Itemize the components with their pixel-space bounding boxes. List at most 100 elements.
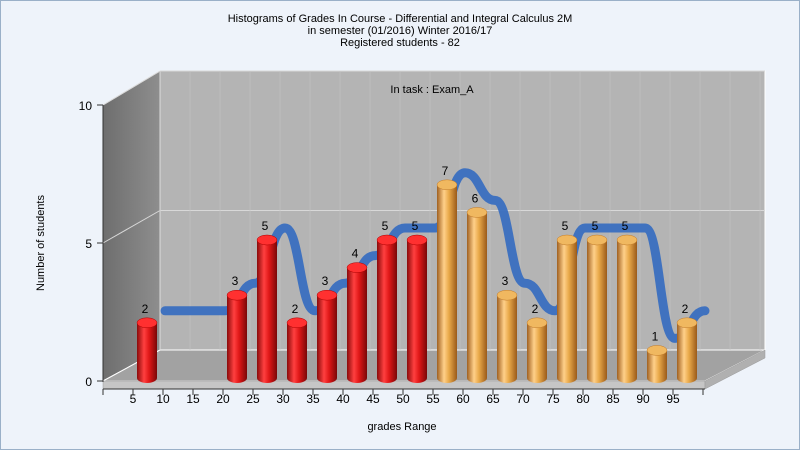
x-tick-label: 40 [336, 392, 350, 406]
bar-value-label: 2 [682, 302, 689, 316]
y-axis-label: Number of students [35, 195, 47, 291]
bar-value-label: 2 [532, 302, 539, 316]
bar-body [437, 184, 457, 383]
bar-cap [646, 345, 668, 356]
bar-40: 4 [346, 247, 368, 383]
bar-body [497, 295, 517, 383]
bar-value-label: 5 [412, 219, 419, 233]
x-tick-label: 45 [366, 392, 380, 406]
x-tick-label: 10 [156, 392, 170, 406]
chart-subtitle-2: Registered students - 82 [340, 37, 460, 49]
y-tick-label: 0 [85, 375, 92, 389]
x-axis-label: grades Range [367, 421, 436, 433]
task-annotation: In task : Exam_A [390, 84, 474, 96]
bar-cap [676, 317, 698, 329]
bar-value-label: 3 [322, 274, 329, 288]
bar-70: 2 [526, 302, 548, 383]
x-tick-label: 35 [306, 392, 320, 406]
bar-body [677, 322, 697, 383]
x-tick-label: 75 [546, 392, 560, 406]
bar-55: 7 [436, 164, 458, 383]
gridline-wall-10 [102, 70, 161, 106]
bar-95: 2 [676, 302, 698, 383]
x-tick-label: 25 [246, 392, 260, 406]
bar-50: 5 [406, 219, 428, 383]
bar-value-label: 5 [562, 219, 569, 233]
bar-cap [556, 234, 578, 246]
bar-cap [496, 289, 518, 301]
bar-cap [136, 317, 158, 329]
bar-20: 3 [226, 274, 248, 383]
bar-value-label: 6 [472, 191, 479, 205]
bar-body [317, 295, 337, 383]
x-tick-label: 15 [186, 392, 200, 406]
bar-cap [526, 317, 548, 329]
bar-value-label: 5 [382, 219, 389, 233]
bar-90: 1 [646, 329, 668, 383]
bar-5: 2 [136, 302, 158, 383]
x-tick-label: 50 [396, 392, 410, 406]
bar-cap [586, 234, 608, 246]
bar-cap [376, 234, 398, 246]
bar-body [467, 212, 487, 383]
bar-value-label: 2 [142, 302, 149, 316]
chart-title: Histograms of Grades In Course - Differe… [227, 13, 573, 25]
floor-edge [102, 380, 706, 390]
bar-body [347, 267, 367, 383]
gridlines [102, 70, 765, 350]
bar-cap [316, 289, 338, 301]
bar-value-label: 3 [502, 274, 509, 288]
bar-value-label: 5 [592, 219, 599, 233]
bar-30: 2 [286, 302, 308, 383]
bar-85: 5 [616, 219, 638, 383]
bar-value-label: 7 [442, 164, 449, 178]
chart-subtitle: in semester (01/2016) Winter 2016/17 [307, 25, 493, 37]
bar-body [617, 240, 637, 383]
x-tick-label: 30 [276, 392, 290, 406]
x-tick-label: 85 [606, 392, 620, 406]
bars: 2 3 5 2 3 4 5 5 7 6 3 2 5 5 5 1 2 [136, 164, 698, 383]
x-tick-label: 80 [576, 392, 590, 406]
bar-body [377, 240, 397, 383]
bar-body [257, 240, 277, 383]
bar-body [137, 322, 157, 383]
bar-cap [256, 234, 278, 246]
bar-body [287, 322, 307, 383]
bar-45: 5 [376, 219, 398, 383]
bar-cap [436, 179, 458, 191]
bar-cap [466, 207, 488, 218]
bar-cap [286, 317, 308, 329]
bar-80: 5 [586, 219, 608, 383]
bar-body [647, 350, 667, 383]
bar-cap [616, 234, 638, 246]
bar-cap [346, 262, 368, 273]
x-tick-label: 55 [426, 392, 440, 406]
y-axis: 0 5 10 [79, 99, 103, 389]
bar-body [407, 240, 427, 383]
bar-body [227, 295, 247, 383]
x-tick-label: 65 [486, 392, 500, 406]
bar-body [557, 240, 577, 383]
bar-value-label: 5 [262, 219, 269, 233]
bar-value-label: 4 [352, 247, 359, 261]
bar-60: 6 [466, 191, 488, 383]
x-tick-label: 95 [666, 392, 680, 406]
bar-value-label: 3 [232, 274, 239, 288]
bar-value-label: 1 [652, 329, 659, 343]
x-tick-label: 60 [456, 392, 470, 406]
gridline-wall-5 [102, 210, 161, 244]
bar-75: 5 [556, 219, 578, 383]
y-tick-label: 5 [85, 237, 92, 251]
bar-65: 3 [496, 274, 518, 383]
bar-body [587, 240, 607, 383]
bar-value-label: 2 [292, 302, 299, 316]
bar-cap [406, 234, 428, 246]
bar-35: 3 [316, 274, 338, 383]
bar-25: 5 [256, 219, 278, 383]
bar-value-label: 5 [622, 219, 629, 233]
floor-edge-side [704, 349, 766, 390]
bar-body [527, 322, 547, 383]
x-tick-label: 90 [636, 392, 650, 406]
bar-cap [226, 289, 248, 301]
